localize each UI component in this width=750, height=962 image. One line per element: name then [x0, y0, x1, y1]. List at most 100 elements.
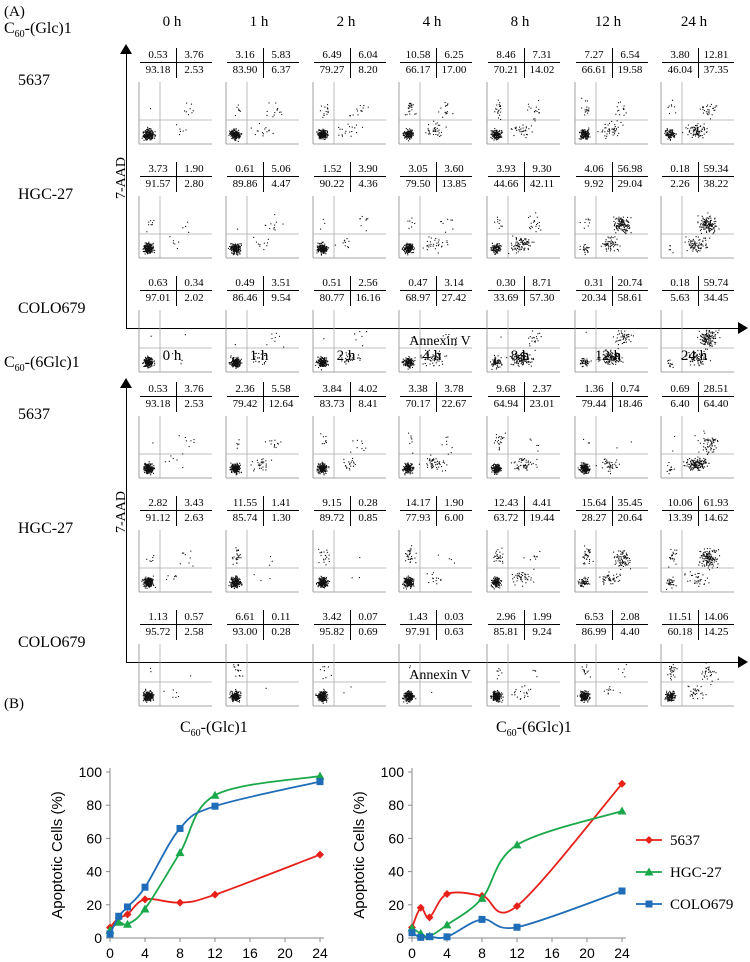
block-title-main: C: [4, 354, 15, 371]
quadrant-lower-left: 66.17: [405, 64, 431, 76]
chart-title-rest: -(6Glc)1: [517, 719, 572, 736]
data-point: [210, 790, 220, 799]
y-tick-label: 60: [388, 830, 404, 846]
data-point: [176, 898, 184, 907]
event-dots: [142, 667, 192, 703]
quadrant-lower-left: 97.91: [405, 626, 431, 638]
quadrant-upper-left: 6.61: [227, 610, 263, 625]
event-dots: [577, 664, 627, 703]
flow-plot: 1.52 3.90 90.22 4.36: [312, 162, 388, 262]
quadrant-lower-left: 44.66: [493, 178, 519, 190]
quadrant-lower-right: 8.20: [358, 64, 378, 76]
quadrant-lower-right: 19.58: [617, 64, 643, 76]
quadrant-upper-left: 6.53: [576, 610, 612, 625]
quadrant-lower-right: 14.25: [703, 626, 729, 638]
y-tick-label: 20: [86, 897, 102, 913]
quadrant-divider: [176, 48, 177, 78]
quadrant-upper-left: 2.82: [140, 496, 176, 511]
dot-plot: [486, 530, 560, 593]
time-label: 0 h: [162, 14, 182, 30]
event-dots: [227, 214, 284, 256]
dot-plot: [138, 196, 212, 259]
dot-plot: [138, 82, 212, 145]
data-point: [408, 929, 416, 937]
y-tick-label: 0: [396, 930, 404, 946]
block-title-main: C: [4, 20, 15, 37]
quadrant-lower-left: 80.77: [319, 292, 345, 304]
event-dots: [315, 548, 361, 589]
legend-marker: [645, 836, 653, 844]
quadrant-upper-right: 0.03: [436, 610, 472, 625]
flow-plot: 2.36 5.58 79.42 12.64: [225, 382, 301, 482]
quadrant-upper-right: 6.54: [612, 48, 648, 63]
quadrant-divider: [176, 162, 177, 192]
quadrant-divider: [263, 48, 264, 78]
event-dots: [402, 102, 454, 142]
quadrant-upper-left: 6.49: [314, 48, 350, 63]
quadrant-divider: [612, 496, 613, 526]
quadrant-upper-right: 0.07: [350, 610, 386, 625]
data-point: [176, 824, 184, 832]
dot-plot: [138, 644, 212, 707]
quadrant-upper-left: 14.17: [400, 496, 436, 511]
x-axis-line: [126, 328, 740, 329]
event-dots: [228, 664, 267, 703]
dot-plot: [312, 530, 386, 593]
quadrant-lower-right: 34.45: [703, 292, 729, 304]
quadrant-lower-right: 6.00: [444, 512, 464, 524]
event-dots: [490, 432, 539, 475]
event-dots: [401, 217, 454, 256]
quadrant-lower-right: 4.40: [620, 626, 640, 638]
event-dots: [666, 547, 721, 590]
quadrant-upper-left: 11.55: [227, 496, 263, 511]
block-title: C60-(6Glc)1: [4, 354, 80, 374]
event-dots: [579, 328, 634, 368]
dot-plot: [660, 644, 734, 707]
quadrant-upper-right: 20.74: [612, 276, 648, 291]
quadrant-upper-left: 3.73: [140, 162, 176, 177]
quadrant-upper-left: 2.36: [227, 382, 263, 397]
dot-plot: [574, 416, 648, 479]
dot-plot: [486, 196, 560, 259]
dot-plot: [398, 310, 472, 373]
x-axis-line: [126, 662, 740, 663]
quadrant-upper-right: 61.93: [698, 496, 734, 511]
dot-plot: [660, 310, 734, 373]
flow-plot: 3.84 4.02 83.73 8.41: [312, 382, 388, 482]
quadrant-upper-right: 5.83: [263, 48, 299, 63]
quadrant-lower-right: 13.85: [441, 178, 467, 190]
flow-plot: 8.46 7.31 70.21 14.02: [486, 48, 562, 148]
quadrant-lower-right: 1.30: [271, 512, 291, 524]
quadrant-lower-right: 27.42: [441, 292, 467, 304]
quadrant-upper-left: 0.49: [227, 276, 263, 291]
quadrant-lower-left: 93.00: [232, 626, 258, 638]
flow-plot: 0.61 5.06 89.86 4.47: [225, 162, 301, 262]
quadrant-upper-right: 5.58: [263, 382, 299, 397]
quadrant-lower-right: 0.69: [358, 626, 378, 638]
quadrant-divider: [524, 610, 525, 640]
quadrant-upper-left: 3.05: [400, 162, 436, 177]
dot-plot: [574, 82, 648, 145]
quadrant-upper-right: 5.06: [263, 162, 299, 177]
quadrant-lower-left: 95.82: [319, 626, 345, 638]
dot-plot: [660, 530, 734, 593]
legend-label: HGC-27: [670, 865, 722, 881]
quadrant-divider: [524, 496, 525, 526]
quadrant-upper-left: 1.13: [140, 610, 176, 625]
flow-plot: 3.73 1.90 91.57 2.80: [138, 162, 214, 262]
quadrant-upper-right: 3.51: [263, 276, 299, 291]
y-axis-line: [126, 52, 127, 328]
quadrant-lower-left: 20.34: [581, 292, 607, 304]
event-dots: [577, 438, 632, 475]
data-point: [316, 850, 324, 859]
time-label: 2 h: [336, 14, 356, 30]
quadrant-divider: [524, 162, 525, 192]
chart-title: C60-(6Glc)1: [496, 719, 572, 739]
y-tick-label: 100: [381, 764, 405, 780]
y-tick-label: 40: [388, 864, 404, 880]
flow-plot: 0.31 20.74 20.34 58.61: [574, 276, 650, 376]
quadrant-lower-left: 83.73: [319, 398, 345, 410]
flow-plot: 0.53 3.76 93.18 2.53: [138, 382, 214, 482]
flow-plot: 14.17 1.90 77.93 6.00: [398, 496, 474, 596]
quadrant-lower-left: 13.39: [667, 512, 693, 524]
